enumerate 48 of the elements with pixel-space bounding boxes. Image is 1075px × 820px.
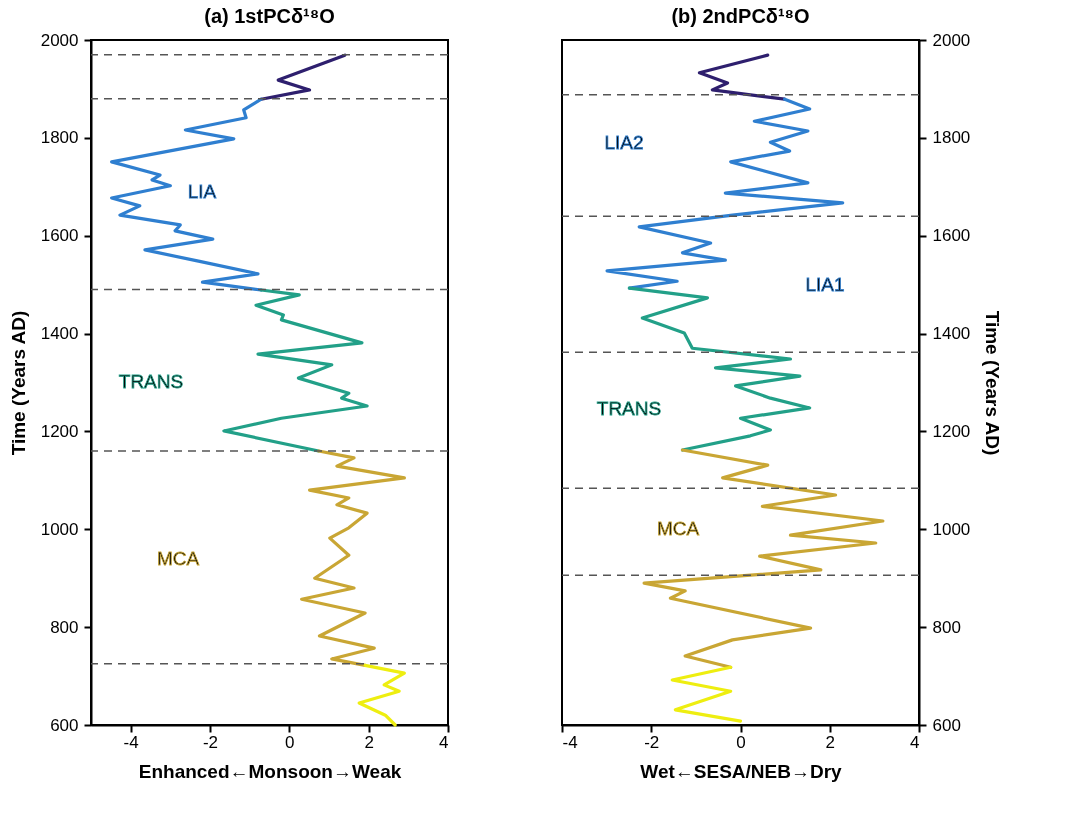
y-tick-label: 1800 xyxy=(40,128,79,148)
x-tick-label: 4 xyxy=(910,732,920,752)
y2-tick-label: 2000 xyxy=(932,30,971,50)
y-tick-label: 1000 xyxy=(40,519,79,539)
y2-axis-title: Time (Years AD) xyxy=(982,310,1004,456)
x-axis-title: Enhanced←Monsoon→Weak xyxy=(138,760,402,782)
line-series xyxy=(110,97,263,292)
x-tick-label: 4 xyxy=(439,732,449,752)
chart-title: (a) 1stPCδ¹⁸O xyxy=(204,5,335,27)
y-tick-label: 1400 xyxy=(40,324,79,344)
y-tick-label: 1200 xyxy=(40,421,79,441)
x-tick-label: -2 xyxy=(644,732,660,752)
line-series xyxy=(670,665,743,723)
line-series xyxy=(605,97,845,290)
line-series xyxy=(642,448,885,669)
annotation: TRANS xyxy=(118,371,184,392)
x-tick-label: 2 xyxy=(825,732,835,752)
y-tick-label: 800 xyxy=(50,617,79,637)
y2-tick-label: 1800 xyxy=(932,128,971,148)
x-tick-label: -2 xyxy=(202,732,219,752)
y2-tick-label: 1000 xyxy=(932,519,971,539)
line-series xyxy=(259,53,347,101)
chart-title: (b) 2ndPCδ¹⁸O xyxy=(671,5,810,27)
x-axis-title: Wet←SESA/NEB→Dry xyxy=(640,760,843,782)
y-tick-label: 600 xyxy=(50,715,79,735)
line-series xyxy=(357,663,406,727)
annotation: LIA2 xyxy=(604,132,644,153)
x-tick-label: -4 xyxy=(562,732,578,752)
annotation: MCA xyxy=(656,518,700,539)
y2-tick-label: 600 xyxy=(932,715,961,735)
line-series xyxy=(300,449,406,667)
annotation: LIA1 xyxy=(805,274,845,295)
annotation: LIA xyxy=(187,181,217,202)
x-tick-label: -4 xyxy=(123,732,139,752)
y2-tick-label: 1400 xyxy=(932,324,971,344)
x-tick-label: 2 xyxy=(364,732,374,752)
line-series xyxy=(222,288,369,453)
y2-tick-label: 1200 xyxy=(932,421,971,441)
y-tick-label: 1600 xyxy=(40,226,79,246)
line-series xyxy=(697,53,787,101)
y-axis-title: Time (Years AD) xyxy=(7,310,29,456)
y2-tick-label: 800 xyxy=(932,617,961,637)
y-tick-label: 2000 xyxy=(40,30,79,50)
annotation: TRANS xyxy=(596,398,662,419)
x-tick-label: 0 xyxy=(736,732,746,752)
y2-tick-label: 1600 xyxy=(932,226,971,246)
annotation: MCA xyxy=(156,548,200,569)
x-tick-label: 0 xyxy=(285,732,295,752)
